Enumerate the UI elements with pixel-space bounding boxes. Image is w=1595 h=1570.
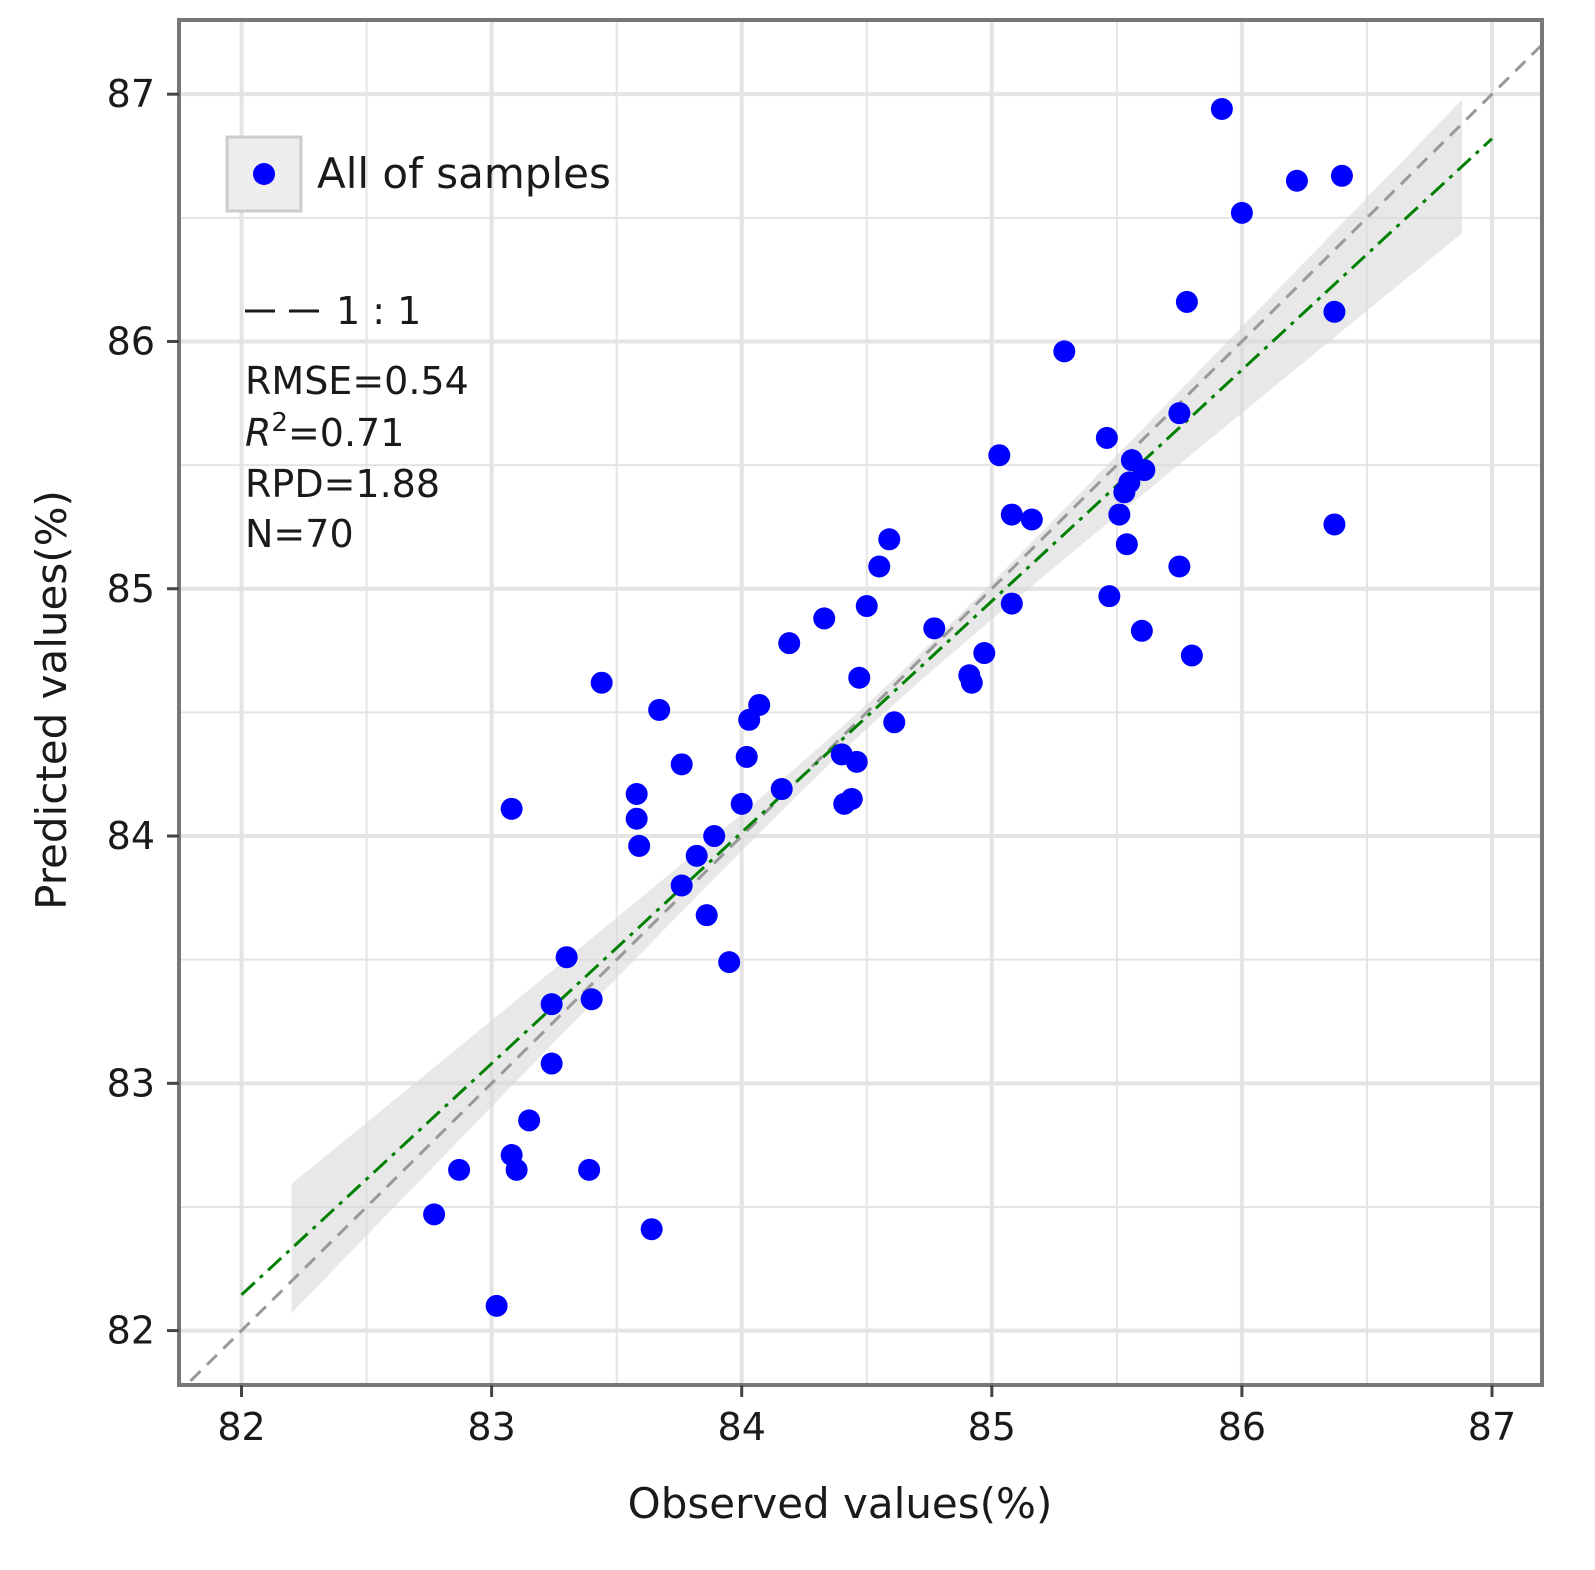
stats-annotation: 1 : 1 RMSE=0.54 R2=0.71 RPD=1.88 N=70: [245, 289, 469, 556]
data-point: [855, 595, 878, 618]
data-point: [988, 444, 1011, 467]
data-point: [625, 782, 648, 805]
data-point: [1098, 585, 1121, 608]
y-tick-label: 83: [107, 1061, 155, 1105]
data-point: [1330, 164, 1353, 187]
y-tick-label: 87: [107, 72, 155, 116]
data-point: [848, 666, 871, 689]
data-point: [670, 874, 693, 897]
data-point: [580, 988, 603, 1011]
grid: [179, 20, 1542, 1385]
data-point: [670, 753, 693, 776]
data-point: [1053, 340, 1076, 363]
rmse-text: RMSE=0.54: [245, 359, 469, 403]
data-point: [748, 693, 771, 716]
x-axis-title: Observed values(%): [628, 1479, 1053, 1528]
identity-legend-label: 1 : 1: [336, 289, 421, 333]
x-tick-label: 87: [1468, 1405, 1516, 1449]
data-point: [868, 555, 891, 578]
data-point: [973, 642, 996, 665]
data-point: [1323, 300, 1346, 323]
data-point: [448, 1158, 471, 1181]
y-tick-label: 82: [107, 1309, 155, 1353]
data-point: [625, 807, 648, 830]
data-point: [1230, 201, 1253, 224]
data-point: [518, 1109, 541, 1132]
data-point: [695, 904, 718, 927]
data-point: [883, 711, 906, 734]
data-point: [628, 834, 651, 857]
data-point: [845, 750, 868, 773]
r2-symbol: R: [245, 411, 271, 455]
data-point: [540, 993, 563, 1016]
x-tick-label: 85: [968, 1405, 1016, 1449]
y-tick-label: 84: [107, 814, 155, 858]
data-point: [1020, 508, 1043, 531]
data-point: [1000, 592, 1023, 615]
data-point: [840, 787, 863, 810]
data-point: [878, 528, 901, 551]
data-point: [648, 698, 671, 721]
legend-label: All of samples: [317, 149, 611, 198]
data-point: [423, 1203, 446, 1226]
legend: All of samples: [225, 135, 611, 213]
data-point: [1168, 555, 1191, 578]
x-tick-label: 83: [467, 1405, 515, 1449]
data-point: [540, 1052, 563, 1075]
data-point: [1323, 513, 1346, 536]
data-point: [1210, 98, 1233, 121]
data-points: [423, 98, 1353, 1317]
y-axis-title: Predicted values(%): [27, 490, 76, 910]
data-point: [1108, 503, 1131, 526]
data-point: [1285, 169, 1308, 192]
data-point: [923, 617, 946, 640]
data-point: [1118, 471, 1141, 494]
x-tick-label: 84: [718, 1405, 766, 1449]
y-tick-label: 86: [107, 319, 155, 363]
data-point: [1175, 290, 1198, 313]
data-point: [1133, 459, 1156, 482]
data-point: [1168, 402, 1191, 425]
data-point: [578, 1158, 601, 1181]
data-point: [500, 797, 523, 820]
data-point: [685, 844, 708, 867]
data-point: [1130, 619, 1153, 642]
data-point: [485, 1294, 508, 1317]
data-point: [1180, 644, 1203, 667]
data-point: [730, 792, 753, 815]
rpd-text: RPD=1.88: [245, 462, 440, 506]
r2-value: =0.71: [288, 411, 404, 455]
x-tick-label: 82: [217, 1405, 265, 1449]
data-point: [505, 1158, 528, 1181]
data-point: [735, 745, 758, 768]
y-tick-label: 85: [107, 567, 155, 611]
r2-text: R2=0.71: [245, 408, 404, 455]
data-point: [813, 607, 836, 630]
r2-power: 2: [271, 408, 288, 438]
data-point: [1095, 426, 1118, 449]
data-point: [718, 951, 741, 974]
n-text: N=70: [245, 512, 354, 556]
regression-line: [240, 137, 1493, 1296]
axis-ticks: 82 83 84 85 86 87 82 83 84 85 86 87: [107, 72, 1517, 1449]
data-point: [778, 632, 801, 655]
data-point: [1000, 503, 1023, 526]
data-point: [703, 825, 726, 848]
data-point: [960, 671, 983, 694]
data-point: [640, 1218, 663, 1241]
data-point: [590, 671, 613, 694]
x-tick-label: 86: [1218, 1405, 1266, 1449]
data-point: [1115, 533, 1138, 556]
data-point: [555, 946, 578, 969]
legend-marker: [253, 163, 275, 185]
plot-frame: [177, 18, 1544, 1387]
data-point: [770, 778, 793, 801]
